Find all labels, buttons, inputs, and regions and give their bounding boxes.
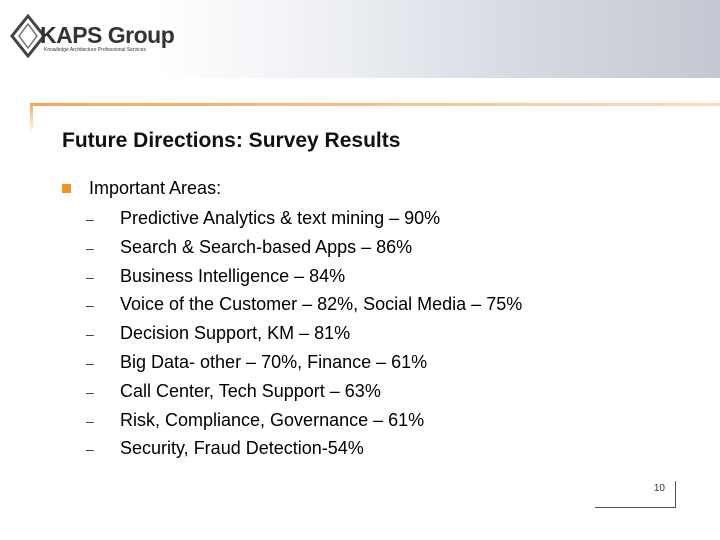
dash-bullet: – (86, 297, 94, 314)
kaps-logo: KAPS Group Knowledge Architecture Profes… (10, 14, 175, 64)
dash-bullet: – (86, 412, 94, 429)
header-band (0, 0, 720, 78)
dash-bullet: – (86, 383, 94, 400)
list-item-text: Big Data- other – 70%, Finance – 61% (120, 351, 428, 372)
list-item-text: Voice of the Customer – 82%, Social Medi… (120, 294, 523, 315)
dash-bullet: – (86, 354, 94, 371)
frame-left-rule (30, 103, 33, 133)
main-bullet-text: Important Areas: (89, 178, 222, 198)
logo-text: KAPS Group (40, 22, 175, 48)
dash-bullet: – (86, 268, 94, 285)
page-number: 10 (653, 483, 665, 494)
list-item-text: Risk, Compliance, Governance – 61% (120, 409, 425, 430)
list-item-text: Call Center, Tech Support – 63% (120, 380, 381, 401)
slide-title: Future Directions: Survey Results (62, 129, 401, 152)
dash-bullet: – (86, 211, 94, 227)
page-number-box: 10 (595, 481, 676, 508)
dash-bullet: – (86, 326, 94, 343)
kaps-logo-mark-icon (10, 14, 46, 58)
dash-bullet: – (86, 441, 94, 458)
dash-bullet: – (86, 239, 94, 256)
list-item-text: Decision Support, KM – 81% (120, 323, 351, 344)
list-item-text: Business Intelligence – 84% (120, 265, 346, 286)
frame-top-rule (30, 103, 720, 106)
logo-tagline: Knowledge Architecture Professional Serv… (44, 47, 146, 53)
list-item-text: Predictive Analytics & text mining – 90% (120, 208, 441, 228)
list-item-text: Security, Fraud Detection-54% (120, 438, 364, 459)
square-bullet-icon (62, 184, 71, 193)
list-item-text: Search & Search-based Apps – 86% (120, 236, 413, 257)
